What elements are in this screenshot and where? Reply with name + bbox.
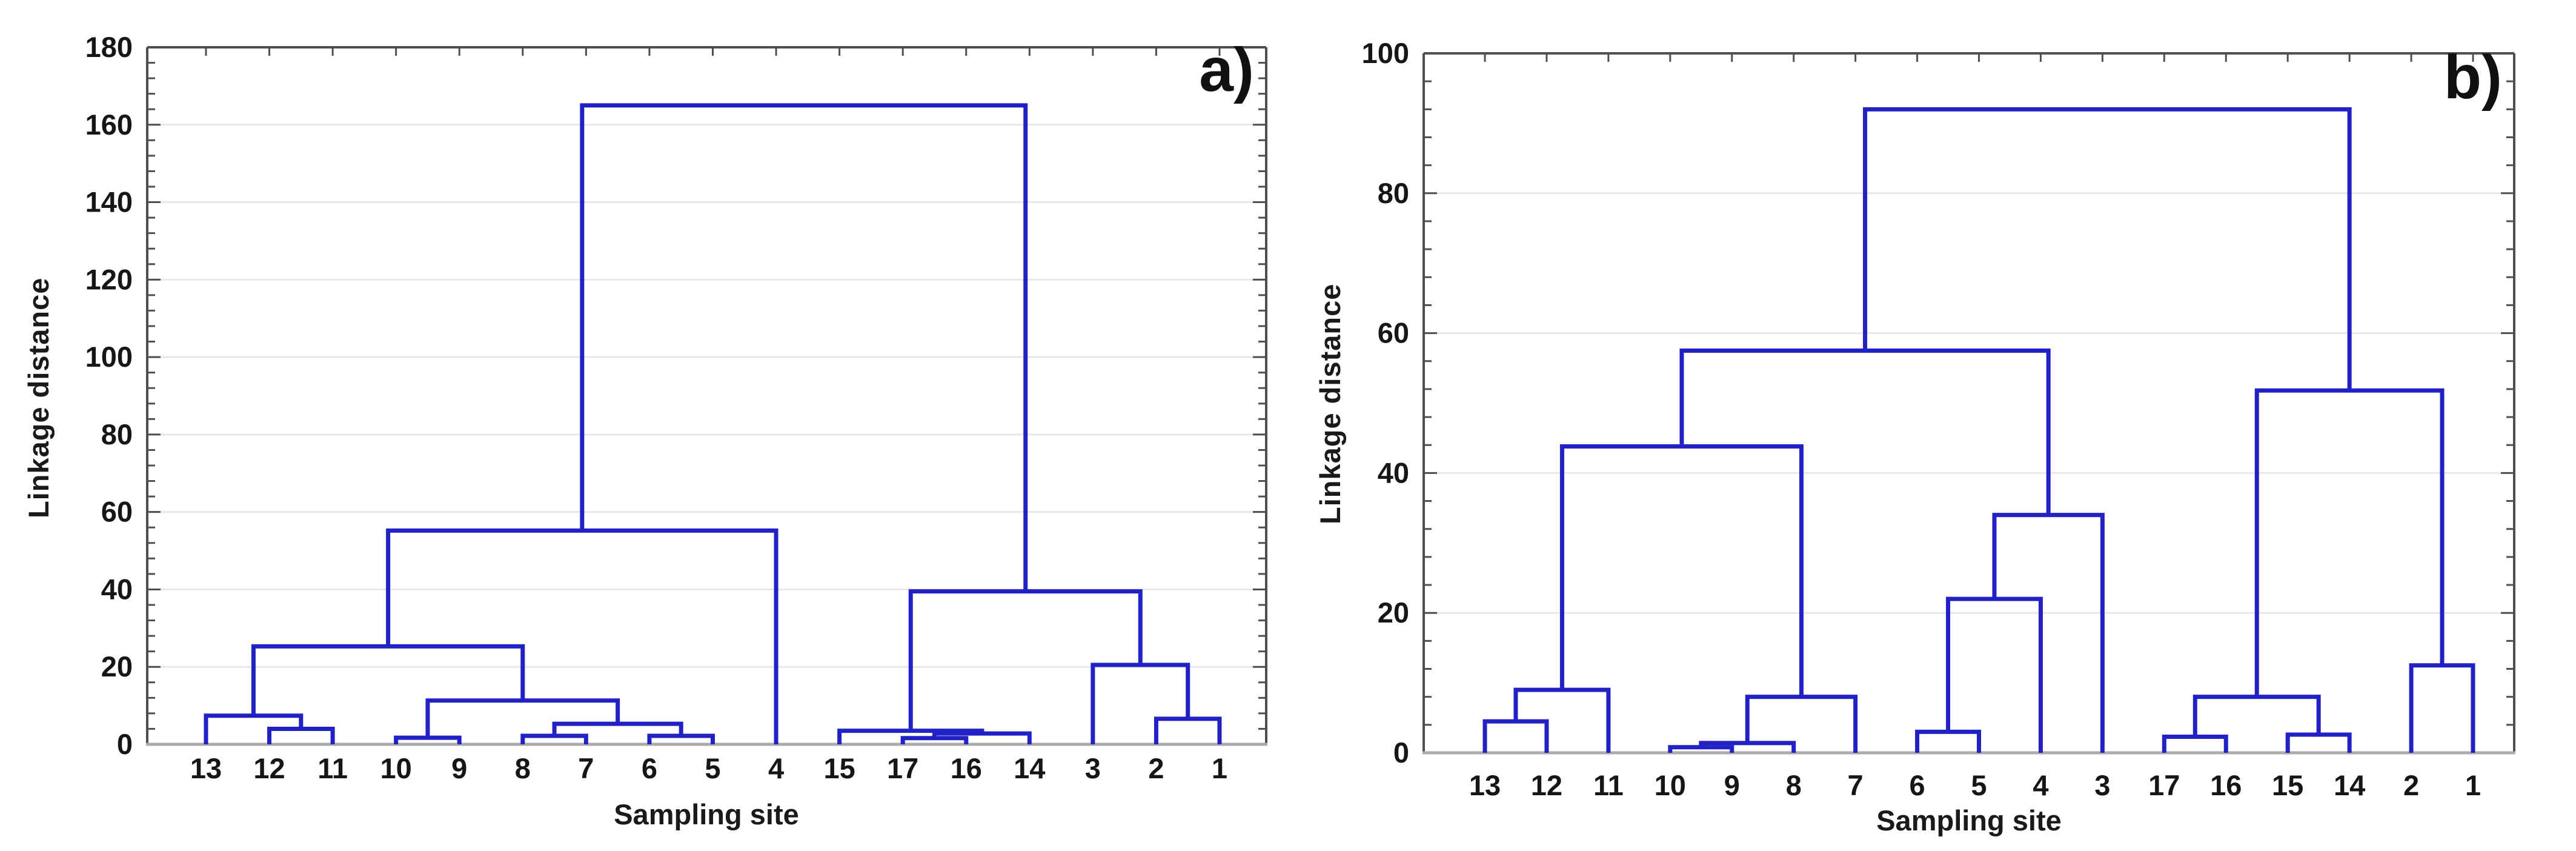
svg-text:8: 8 [515, 752, 531, 784]
svg-text:20: 20 [101, 650, 133, 682]
cluster-link-n11 [2162, 734, 2228, 753]
cluster-link-n3 [1668, 745, 1734, 753]
panel-label-b: b) [2443, 42, 2502, 112]
cluster-link-n13 [2193, 695, 2321, 737]
axis-ticks-panel-b [1424, 52, 2514, 754]
svg-text:11: 11 [1593, 769, 1624, 801]
svg-text:80: 80 [101, 418, 133, 450]
svg-text:12: 12 [1531, 769, 1562, 801]
cluster-link-m16 [580, 103, 1028, 592]
panel-label-a: a) [1199, 35, 1254, 104]
svg-text:160: 160 [85, 108, 133, 141]
svg-text:9: 9 [451, 752, 467, 784]
svg-text:17: 17 [2148, 769, 2180, 801]
svg-text:13: 13 [1469, 769, 1501, 801]
axis-ticks-panel-a [147, 46, 1266, 746]
plot-frame-panel-b [1422, 52, 2515, 755]
cluster-link-m9 [386, 528, 778, 744]
svg-text:13: 13 [190, 752, 222, 784]
x-axis-title-panel-b: Sampling site [1876, 804, 2062, 836]
cluster-link-n10 [1679, 348, 2051, 515]
svg-text:40: 40 [101, 573, 133, 605]
svg-text:5: 5 [1971, 769, 1987, 801]
svg-text:100: 100 [85, 341, 133, 373]
svg-text:0: 0 [117, 728, 133, 760]
svg-text:6: 6 [1909, 769, 1925, 801]
leaf-labels-panel-b: 13 12 11 10 9 8 7 6 5 4 3 17 16 15 14 2 1 [1469, 769, 2481, 801]
svg-text:10: 10 [380, 752, 412, 784]
svg-text:140: 140 [85, 186, 133, 218]
svg-text:60: 60 [1378, 317, 1409, 349]
cluster-link-n12 [2285, 732, 2352, 753]
svg-text:2: 2 [2403, 769, 2419, 801]
svg-text:4: 4 [768, 752, 784, 784]
svg-text:15: 15 [823, 752, 855, 784]
cluster-link-m13 [1154, 716, 1222, 744]
cluster-link-n1 [1482, 719, 1549, 753]
svg-text:7: 7 [1848, 769, 1864, 801]
y-axis-title-panel-a: Linkage distance [22, 277, 55, 518]
cluster-link-n7 [1915, 729, 1981, 753]
svg-text:16: 16 [951, 752, 982, 784]
svg-text:180: 180 [85, 31, 133, 63]
cluster-link-m3 [394, 735, 462, 744]
svg-text:1: 1 [1212, 752, 1227, 784]
svg-text:80: 80 [1378, 177, 1409, 209]
gridlines-panel-a [147, 124, 1266, 668]
svg-text:2: 2 [1148, 752, 1164, 784]
cluster-link-n14 [2409, 663, 2475, 753]
cluster-link-m14 [1090, 662, 1190, 744]
x-axis-title-panel-a: Sampling site [614, 798, 799, 830]
svg-text:8: 8 [1786, 769, 1802, 801]
svg-text:1: 1 [2465, 769, 2481, 801]
dendrogram-links-panel-b [1482, 107, 2475, 753]
cluster-link-m7 [425, 698, 620, 738]
cluster-link-m15 [908, 589, 1143, 731]
svg-text:9: 9 [1724, 769, 1740, 801]
svg-text:6: 6 [642, 752, 657, 784]
y-tick-labels-panel-b: 0 20 40 60 80 100 [1362, 37, 1409, 769]
svg-text:12: 12 [253, 752, 285, 784]
cluster-link-n6 [1559, 444, 1804, 697]
cluster-link-m6 [552, 721, 683, 736]
svg-text:3: 3 [2094, 769, 2110, 801]
y-axis-title-panel-b: Linkage distance [1314, 283, 1346, 524]
svg-text:60: 60 [101, 496, 133, 528]
svg-text:15: 15 [2272, 769, 2303, 801]
cluster-link-n16 [1863, 107, 2352, 391]
gridlines-panel-b [1424, 192, 2514, 614]
svg-text:14: 14 [1014, 752, 1045, 784]
svg-text:10: 10 [1655, 769, 1686, 801]
svg-text:17: 17 [887, 752, 918, 784]
svg-text:20: 20 [1378, 596, 1409, 629]
dendrogram-links-panel-a [204, 103, 1222, 744]
svg-text:120: 120 [85, 263, 133, 295]
svg-text:16: 16 [2210, 769, 2242, 801]
svg-text:100: 100 [1362, 37, 1409, 69]
svg-text:14: 14 [2334, 769, 2365, 801]
plot-frame-panel-a [146, 46, 1267, 746]
svg-text:7: 7 [578, 752, 594, 784]
svg-text:0: 0 [1393, 736, 1409, 769]
leaf-labels-panel-a: 13 12 11 10 9 8 7 6 5 4 15 17 16 14 3 2 1 [190, 752, 1227, 784]
svg-text:4: 4 [2033, 769, 2048, 801]
svg-text:5: 5 [705, 752, 720, 784]
y-tick-labels-panel-a: 0 20 40 60 80 100 120 140 160 180 [85, 31, 133, 760]
cluster-link-m12 [837, 729, 984, 744]
svg-text:40: 40 [1378, 456, 1409, 489]
svg-text:3: 3 [1085, 752, 1101, 784]
cluster-link-n9 [1992, 513, 2105, 753]
svg-text:11: 11 [317, 752, 348, 784]
cluster-link-n15 [2254, 388, 2445, 697]
cluster-link-m8 [251, 644, 525, 716]
cluster-link-m1 [267, 726, 335, 744]
cluster-link-m10 [900, 736, 969, 744]
